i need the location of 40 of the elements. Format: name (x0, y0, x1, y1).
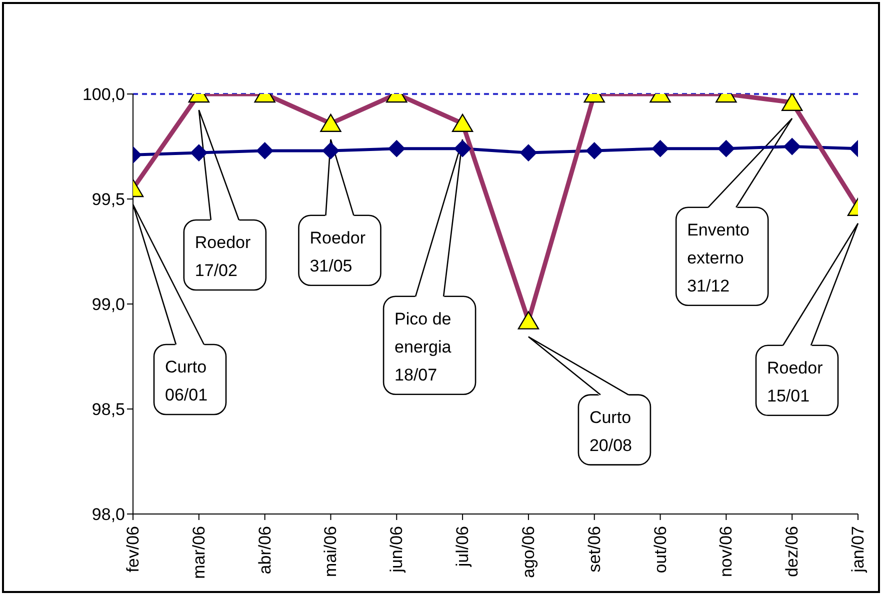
point (718, 140, 735, 158)
x-tick-label: jun/06 (387, 526, 406, 574)
y-tick-label: 99,0 (92, 295, 125, 314)
x-tick-label: set/06 (584, 526, 604, 572)
annotation: Curto 20/08 (589, 408, 632, 455)
x-tick-label: jul/06 (453, 526, 472, 568)
x-tick-label: abr/06 (255, 526, 274, 574)
point (586, 142, 603, 160)
point (520, 144, 537, 162)
x-tick-label: dez/06 (782, 526, 802, 578)
point (652, 140, 669, 158)
x-tick-label: mai/06 (321, 526, 340, 578)
x-tick-label: nov/06 (716, 526, 736, 578)
callout: Roedor 31/05 (298, 138, 382, 286)
point (784, 138, 801, 155)
annotation: Envento externo 31/12 (687, 220, 750, 296)
x-tick-label: mar/06 (189, 526, 208, 579)
x-tick-label: fev/06 (124, 526, 142, 572)
annotation: Roedor 17/02 (194, 233, 252, 280)
annotation: Roedor 15/01 (767, 358, 824, 406)
y-tick-label: 98,5 (92, 400, 125, 420)
x-tick-label: ago/06 (518, 526, 538, 578)
x-tick-label: jan/07 (848, 526, 868, 574)
point (322, 142, 340, 160)
callout: Curto 20/08 (528, 336, 652, 466)
point (454, 140, 472, 158)
y-tick-label: 100,0 (82, 85, 125, 104)
y-tick-label: 98,0 (92, 505, 125, 524)
x-tick-label: out/06 (650, 526, 670, 574)
point (256, 142, 274, 160)
callout: Roedor 15/01 (755, 222, 859, 416)
callout: Envento externo 31/12 (675, 118, 793, 306)
point (190, 144, 208, 162)
annotation: Roedor 31/05 (310, 228, 366, 276)
callout: Pico de energia 18/07 (382, 138, 476, 396)
y-tick-label: 99,5 (92, 190, 125, 210)
annotation: Pico de energia 18/07 (394, 309, 452, 384)
annotation: Curto 06/01 (165, 358, 208, 404)
point (388, 140, 406, 158)
callout: Roedor 17/02 (183, 109, 267, 291)
